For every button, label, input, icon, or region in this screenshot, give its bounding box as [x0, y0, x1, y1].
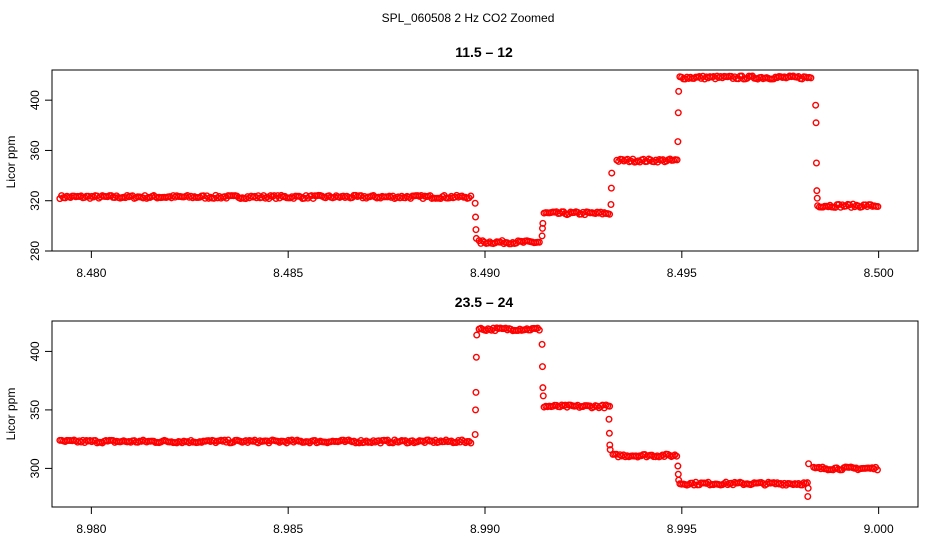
panel-2: 23.5 – 24 8.980 8.985 8.990 8.995 9.000 3003…	[4, 294, 919, 536]
panel-2-title: 23.5 – 24	[455, 294, 514, 310]
data-point	[804, 484, 812, 492]
panel-2-points	[56, 324, 881, 500]
data-point	[472, 226, 480, 234]
data-point	[467, 192, 475, 200]
data-point	[539, 384, 547, 392]
data-point	[465, 437, 473, 445]
data-point	[674, 462, 682, 470]
x-tick-label: 8.985	[273, 522, 303, 536]
data-point	[813, 194, 821, 202]
x-tick-label: 8.980	[76, 522, 106, 536]
data-point	[465, 194, 473, 202]
data-point	[538, 340, 546, 348]
data-point	[473, 331, 481, 339]
x-tick-label: 8.485	[273, 266, 303, 280]
panel-1-y-axis: 280 320 360 400	[28, 90, 53, 261]
x-tick-label: 8.490	[470, 266, 500, 280]
data-point	[606, 446, 614, 454]
data-point	[539, 219, 547, 227]
data-point	[673, 452, 681, 460]
y-tick-label: 350	[28, 400, 42, 420]
data-point	[605, 429, 613, 437]
y-tick-label: 360	[28, 140, 42, 160]
x-tick-label: 9.000	[864, 522, 894, 536]
x-tick-label: 8.995	[667, 522, 697, 536]
figure-suptitle: SPL_060508 2 Hz CO2 Zoomed	[382, 11, 555, 25]
x-tick-label: 8.480	[76, 266, 106, 280]
data-point	[812, 159, 820, 167]
data-point	[471, 430, 479, 438]
data-point	[874, 203, 882, 211]
data-point	[539, 392, 547, 400]
data-point	[804, 492, 812, 500]
data-point	[812, 101, 820, 109]
data-point	[472, 234, 480, 242]
data-point	[674, 470, 682, 478]
data-point	[813, 187, 821, 195]
data-point	[675, 87, 683, 95]
data-point	[472, 388, 480, 396]
data-point	[812, 119, 820, 127]
data-point	[870, 465, 878, 473]
data-point	[873, 466, 881, 474]
data-point	[535, 238, 543, 246]
data-point	[606, 402, 614, 410]
x-tick-label: 8.495	[667, 266, 697, 280]
data-point	[605, 415, 613, 423]
data-point	[538, 232, 546, 240]
panel-1: 11.5 – 12 8.480 8.485 8.490 8.495 8.500 280 3…	[4, 44, 919, 280]
data-point	[472, 353, 480, 361]
data-point	[471, 199, 479, 207]
data-point	[805, 460, 813, 468]
data-point	[535, 326, 543, 334]
y-tick-label: 280	[28, 241, 42, 261]
data-point	[695, 73, 703, 81]
data-point	[467, 439, 475, 447]
data-point	[472, 213, 480, 221]
panel-1-x-axis: 8.480 8.485 8.490 8.495 8.500	[76, 250, 894, 280]
y-tick-label: 400	[28, 90, 42, 110]
data-point	[606, 210, 614, 218]
x-tick-label: 8.500	[864, 266, 894, 280]
data-point	[674, 109, 682, 117]
y-tick-label: 400	[28, 341, 42, 361]
panel-1-ylabel: Licor ppm	[4, 136, 18, 189]
data-point	[675, 476, 683, 484]
data-point	[674, 138, 682, 146]
data-point	[607, 200, 615, 208]
data-point	[819, 463, 827, 471]
panel-1-title: 11.5 – 12	[455, 44, 513, 60]
data-point	[607, 184, 615, 192]
data-point	[606, 441, 614, 449]
panel-2-ylabel: Licor ppm	[4, 388, 18, 441]
data-point	[807, 74, 815, 82]
panel-2-y-axis: 300 350 400	[28, 341, 53, 478]
panel-1-points	[56, 72, 882, 248]
x-tick-label: 8.990	[470, 522, 500, 536]
panel-2-plot-frame	[51, 320, 919, 508]
data-point	[608, 169, 616, 177]
data-point	[538, 363, 546, 371]
y-tick-label: 300	[28, 458, 42, 478]
data-point	[472, 406, 480, 414]
data-point	[673, 156, 681, 164]
y-tick-label: 320	[28, 190, 42, 210]
panel-2-x-axis: 8.980 8.985 8.990 8.995 9.000	[76, 506, 894, 536]
panel-1-plot-frame	[51, 69, 919, 252]
